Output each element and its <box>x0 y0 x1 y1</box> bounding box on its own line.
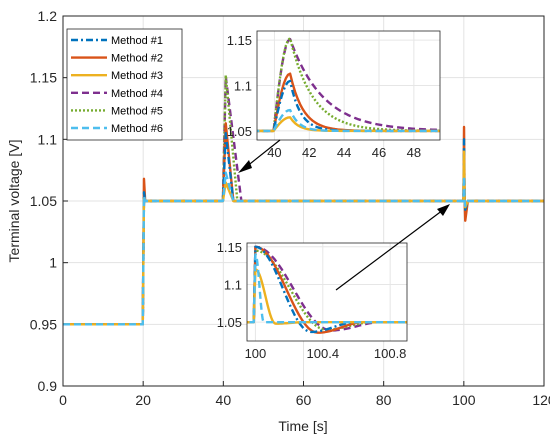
inset-series-line <box>257 37 440 133</box>
legend-label: Method #4 <box>111 88 163 100</box>
x-tick-label: 40 <box>216 392 232 408</box>
inset-y-tick-label: 1.15 <box>227 33 252 48</box>
inset-100s-series <box>247 245 407 334</box>
inset-40s-y-tick-labels: 1.05 1.1 1.15 <box>227 33 252 139</box>
inset-x-tick-label: 40 <box>267 145 281 160</box>
inset-x-tick-label: 46 <box>372 145 386 160</box>
x-axis-label: Time [s] <box>278 418 327 434</box>
y-tick-label: 1.15 <box>30 70 57 86</box>
inset-series-line <box>247 245 407 334</box>
x-tick-label: 20 <box>135 392 151 408</box>
series-line <box>63 171 544 326</box>
inset-series-line <box>257 108 440 133</box>
inset-x-tick-label: 44 <box>337 145 351 160</box>
inset-40s-series <box>257 37 440 133</box>
legend-label: Method #6 <box>111 123 163 135</box>
inset-series-line <box>257 37 440 133</box>
arrow-to-40s-event <box>238 139 281 173</box>
legend-label: Method #1 <box>111 35 163 47</box>
inset-y-tick-label: 1.1 <box>224 277 242 292</box>
inset-x-tick-label: 100 <box>245 346 267 361</box>
inset-series-line <box>247 268 407 325</box>
inset-y-tick-label: 1.05 <box>227 124 252 139</box>
y-tick-label: 0.95 <box>30 316 57 332</box>
x-tick-labels: 0 20 40 60 80 100 120 <box>59 392 550 408</box>
inset-100s: 100 100.4 100.8 1.05 1.1 1.15 <box>217 240 408 361</box>
inset-series-line <box>247 253 407 324</box>
x-tick-label: 120 <box>532 392 550 408</box>
y-tick-label: 0.9 <box>38 378 58 394</box>
y-axis-label: Terminal voltage [V] <box>6 140 22 263</box>
inset-x-tick-label: 48 <box>407 145 421 160</box>
inset-x-tick-label: 100.8 <box>374 346 407 361</box>
inset-100s-y-tick-labels: 1.05 1.1 1.15 <box>217 240 242 330</box>
x-tick-label: 100 <box>452 392 476 408</box>
inset-40s-frame <box>256 30 441 141</box>
x-tick-label: 60 <box>296 392 312 408</box>
arrow-to-100s-event <box>335 204 450 291</box>
inset-y-tick-label: 1.15 <box>217 240 242 255</box>
legend-label: Method #5 <box>111 105 163 117</box>
y-tick-label: 1.1 <box>38 131 58 147</box>
x-tick-label: 0 <box>59 392 67 408</box>
y-tick-label: 1.2 <box>38 8 58 24</box>
x-tick-label: 80 <box>376 392 392 408</box>
y-tick-labels: 0.9 0.95 1 1.05 1.1 1.15 1.2 <box>30 8 57 394</box>
inset-100s-frame <box>246 242 408 342</box>
inset-x-tick-label: 100.4 <box>307 346 340 361</box>
inset-y-tick-label: 1.1 <box>234 79 252 94</box>
legend-box <box>66 28 183 141</box>
inset-series-line <box>247 245 407 332</box>
main-series <box>63 74 544 326</box>
y-tick-label: 1.05 <box>30 193 57 209</box>
plot-frame <box>62 15 545 387</box>
y-tick-label: 1 <box>49 255 57 271</box>
inset-40s: 40 42 44 46 48 1.05 1.1 1.15 <box>227 30 441 160</box>
inset-y-tick-label: 1.05 <box>217 315 242 330</box>
legend-label: Method #2 <box>111 53 163 65</box>
legend: Method #1 Method #2 Method #3 Method #4 Meth… <box>66 28 183 141</box>
series-line <box>63 131 544 326</box>
legend-label: Method #3 <box>111 70 163 82</box>
inset-40s-x-tick-labels: 40 42 44 46 48 <box>267 145 421 160</box>
inset-x-tick-label: 42 <box>302 145 316 160</box>
inset-100s-x-tick-labels: 100 100.4 100.8 <box>245 346 407 361</box>
